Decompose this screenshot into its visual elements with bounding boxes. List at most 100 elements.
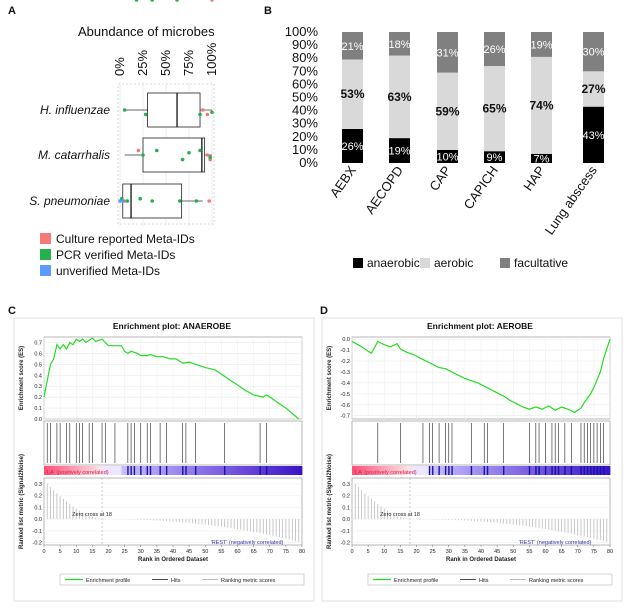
panel-a-legend-swatch xyxy=(40,233,51,244)
panel-b-bar-segment xyxy=(583,106,604,163)
gsea-colorbar-cell xyxy=(484,466,488,475)
panel-b-y-tick-label: 0% xyxy=(299,155,318,170)
panel-a-point xyxy=(118,199,122,203)
gsea-colorbar-cell xyxy=(76,466,80,475)
panel-a-point xyxy=(198,112,202,117)
gsea-colorbar-cell xyxy=(500,466,504,475)
panel-b-category-label: Lung abscess xyxy=(542,163,601,238)
gsea-metric-tick-label: 0.3 xyxy=(342,482,350,488)
gsea-colorbar-cell xyxy=(435,466,440,475)
gsea-colorbar-cell xyxy=(406,466,411,475)
gsea-colorbar-cell xyxy=(361,466,366,475)
panel-label-c: C xyxy=(8,305,16,317)
gsea-metric-tick-label: -0.1 xyxy=(33,529,42,535)
panel-a-point xyxy=(175,0,179,2)
gsea-colorbar-cell xyxy=(44,466,48,475)
panel-b-bar-segment xyxy=(484,151,505,163)
gsea-colorbar-cell xyxy=(285,466,290,475)
gsea-colorbar-cell xyxy=(364,466,369,475)
panel-a-plot-frame xyxy=(117,83,215,225)
gsea-colorbar-cell xyxy=(584,466,588,475)
panel-b-bar-segment xyxy=(437,72,458,150)
gsea-colorbar-stripe xyxy=(564,466,566,475)
gsea-colorbar-cell xyxy=(593,466,598,475)
gsea-x-tick-label: 45 xyxy=(186,549,192,555)
gsea-colorbar-stripe xyxy=(159,466,161,475)
gsea-metric-tick-label: 0.0 xyxy=(342,517,350,523)
panel-a-point xyxy=(150,0,154,2)
panel-b-bar-value-label: 9% xyxy=(487,152,503,164)
gsea-colorbar-cell xyxy=(410,466,414,475)
gsea-metric-tick-label: 0.2 xyxy=(34,494,42,500)
gsea-x-tick-label: 5 xyxy=(59,549,62,555)
gsea-colorbar-stripe xyxy=(538,466,540,475)
gsea-colorbar-cell xyxy=(272,466,277,475)
gsea-colorbar-cell xyxy=(118,466,122,475)
gsea-colorbar-cell xyxy=(542,466,546,475)
gsea-colorbar-cell xyxy=(413,466,417,475)
gsea-colorbar-cell xyxy=(555,466,559,475)
gsea-es-tick-label: 0.0 xyxy=(34,417,42,423)
gsea-colorbar-cell xyxy=(355,466,359,475)
gsea-x-tick-label: 35 xyxy=(462,549,468,555)
gsea-es-tick-label: -0.1 xyxy=(341,348,350,354)
gsea-colorbar-cell xyxy=(298,466,303,475)
gsea-colorbar-cell xyxy=(121,466,126,475)
gsea-colorbar-cell xyxy=(292,466,296,475)
gsea-legend-metric-label: Ranking metric scores xyxy=(221,578,276,584)
gsea-colorbar-cell xyxy=(545,466,550,475)
gsea-x-tick-label: 80 xyxy=(607,549,613,555)
gsea-colorbar-cell xyxy=(95,466,100,475)
panel-a-x-ticks: 0% 25% 50% 75% 100% xyxy=(112,42,219,76)
panel-b-legend: anaerobic aerobic facultative xyxy=(353,256,568,270)
panel-a-point xyxy=(120,199,125,203)
gsea-colorbar-cell xyxy=(419,466,424,475)
panel-b-bar-segment xyxy=(531,56,552,154)
gsea-colorbar-cell xyxy=(439,466,443,475)
gsea-es-tick-label: 0.7 xyxy=(34,340,42,346)
gsea-colorbar-cell xyxy=(477,466,482,475)
gsea-colorbar-cell xyxy=(487,466,492,475)
gsea-colorbar-cell xyxy=(134,466,138,475)
gsea-zero-cross-label: Zero cross at 18 xyxy=(380,512,420,518)
panel-a-point xyxy=(155,148,159,153)
gsea-colorbar-cell xyxy=(163,466,167,475)
gsea-colorbar-cell xyxy=(105,466,109,475)
gsea-colorbar-cell xyxy=(47,466,51,475)
gsea-colorbar-cell xyxy=(574,466,579,475)
panel-b-bar-segment xyxy=(484,32,505,67)
gsea-colorbar-cell xyxy=(416,466,421,475)
gsea-colorbar-stripe xyxy=(557,466,560,475)
gsea-colorbar-cell xyxy=(260,466,264,475)
panel-b-bar-value-label: 21% xyxy=(341,41,363,53)
gsea-colorbar-cell xyxy=(234,466,238,475)
gsea-colorbar-cell xyxy=(432,466,437,475)
panel-a-point xyxy=(210,110,214,115)
gsea-colorbar-cell xyxy=(516,466,521,475)
gsea-colorbar-cell xyxy=(590,466,595,475)
gsea-colorbar-cell xyxy=(497,466,501,475)
gsea-colorbar-stripe xyxy=(265,466,268,475)
panel-b-category-label: CAP xyxy=(426,163,454,194)
gsea-colorbar-cell xyxy=(587,466,592,475)
panel-b-bar-value-label: 53% xyxy=(340,87,364,101)
panel-a-title: Abundance of microbes xyxy=(78,24,215,39)
panel-a-boxplots xyxy=(120,92,212,219)
gsea-colorbar-stripe xyxy=(486,466,489,475)
panel-b-bar-value-label: 10% xyxy=(436,151,458,163)
gsea-colorbar-cell xyxy=(253,466,258,475)
gsea-x-tick-label: 10 xyxy=(73,549,79,555)
gsea-colorbar-stripe xyxy=(185,466,187,475)
gsea-colorbar-cell xyxy=(221,466,225,475)
panel-b-bar-value-label: 74% xyxy=(529,98,553,112)
gsea-colorbar-cell xyxy=(160,466,164,475)
gsea-negative-label: 'REST' (negatively correlated) xyxy=(211,540,284,546)
gsea-colorbar-cell xyxy=(606,466,611,475)
panel-b-y-tick-label: 30% xyxy=(292,116,318,131)
gsea-colorbar-cell xyxy=(66,466,71,475)
gsea-colorbar-cell xyxy=(551,466,556,475)
gsea-x-tick-label: 55 xyxy=(526,549,532,555)
panel-a-point xyxy=(205,153,210,157)
panel-a-legend-label: PCR verified Meta-IDs xyxy=(56,248,175,262)
gsea-colorbar-stripe xyxy=(586,466,589,475)
